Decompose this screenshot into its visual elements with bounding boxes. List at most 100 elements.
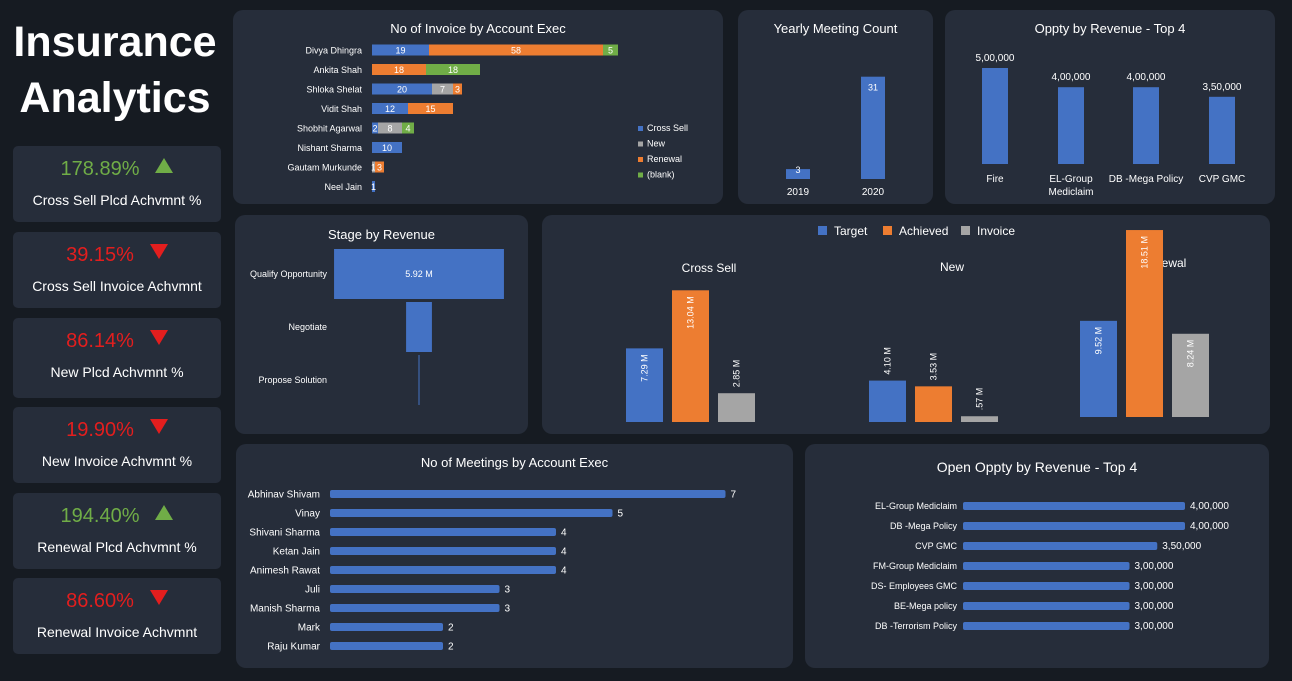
legend-achieved: Achieved (883, 224, 948, 238)
data-label-gautam-murkunde-new: 1 (371, 163, 376, 173)
bar-new-achieved (915, 386, 952, 422)
panel-target-achieved: Target Achieved Invoice Cross Sell 7.29 M… (542, 215, 1270, 434)
legend-label: Invoice (977, 224, 1016, 238)
bar-db-mega-policy (963, 522, 1185, 530)
data-label-ketan-jain: 4 (561, 547, 567, 558)
kpi-value: 178.89% (13, 158, 221, 181)
category-label-db-terrorism-policy: DB -Terrorism Policy (875, 621, 958, 631)
data-label-new-achieved: 3.53 M (929, 353, 939, 381)
data-label-vidit-shah-cross-sell: 12 (385, 104, 395, 114)
category-label-shloka-shelat: Shloka Shelat (306, 85, 362, 95)
kpi-card-cross-sell-plcd: 178.89% Cross Sell Plcd Achvmnt % (13, 146, 221, 222)
bar-cvp-gmc (963, 542, 1158, 550)
bar-shloka-shelat-new (432, 83, 453, 95)
bar-renewal-target (1080, 320, 1117, 417)
kpi-label: Renewal Plcd Achvmnt % (37, 539, 197, 555)
category-label-propose-solution: Propose Solution (258, 375, 327, 385)
data-label-new-invoice: .57 M (975, 388, 985, 411)
bar-ketan-jain (330, 547, 556, 555)
kpi-value: 194.40% (13, 505, 221, 528)
bar-shobhit-agarwal-new (378, 122, 402, 134)
chart-title: Yearly Meeting Count (773, 21, 898, 36)
data-label-renewal-invoice: 8.24 M (1186, 340, 1196, 368)
panel-invoice-by-exec: No of Invoice by Account Exec Divya Dhin… (233, 10, 723, 204)
bar-renewal-achieved (1126, 230, 1163, 417)
bar-cvp-gmc (1209, 96, 1235, 164)
data-label-db-terrorism-policy: 3,00,000 (1135, 621, 1174, 632)
dashboard-title: Insurance Analytics (10, 14, 220, 126)
bar-nishant-sharma-cross-sell (372, 142, 402, 153)
bar-vinay (330, 509, 613, 517)
data-label-2020: 31 (868, 83, 878, 93)
data-label-shloka-shelat-renewal: 3 (455, 85, 460, 95)
category-label-vinay: Vinay (295, 509, 320, 520)
oppty-top4-chart: 5,00,000 Fire 4,00,000 EL-Group Mediclaim 4,0… (976, 53, 1246, 198)
bar-raju-kumar (330, 642, 443, 650)
kpi-value: 86.60% (13, 590, 221, 613)
bar-gautam-murkunde-renewal (375, 161, 384, 173)
category-label-negotiate: Negotiate (288, 322, 327, 332)
category-label-neel-jain: Neel Jain (324, 182, 362, 192)
data-label-new-target: 4.10 M (883, 347, 893, 375)
data-label-be-mega-policy: 3,00,000 (1135, 601, 1174, 612)
category-label-shivani-sharma: Shivani Sharma (249, 528, 320, 539)
bar-ds-employees-gmc (963, 582, 1130, 590)
bar-fire (982, 68, 1008, 164)
legend-label: Target (834, 224, 868, 238)
bar-2019 (786, 169, 810, 179)
target-achieved-chart: Cross Sell 7.29 M 13.04 M 2.85 M New 4.10 M 3.… (626, 230, 1209, 422)
data-label-abhinav-shivam: 7 (731, 490, 737, 501)
category-label-qualify-opportunity: Qualify Opportunity (250, 269, 328, 279)
category-label-ds-employees-gmc: DS- Employees GMC (871, 581, 958, 591)
data-label-shobhit-agarwal-blank: 4 (405, 124, 410, 134)
category-label-juli: Juli (305, 585, 320, 596)
down-arrow-icon (149, 330, 168, 345)
bar-new-target (869, 380, 906, 422)
data-label-ankita-shah-renewal: 18 (394, 65, 404, 75)
legend-swatch (818, 226, 827, 235)
chart-title: No of Meetings by Account Exec (420, 455, 609, 470)
category-label-vidit-shah: Vidit Shah (321, 104, 362, 114)
kpi-card-new-plcd: 86.14% New Plcd Achvmnt % (13, 318, 221, 398)
bar-mark (330, 623, 443, 631)
data-label-cross-sell-target: 7.29 M (640, 354, 650, 382)
open-oppty-chart: EL-Group Mediclaim 4,00,000 DB -Mega Polic… (871, 501, 1229, 632)
chart-title: Oppty by Revenue - Top 4 (1034, 21, 1186, 36)
panel-yearly-meeting: Yearly Meeting Count 3 2019 31 2020 (738, 10, 933, 204)
tick-label-db-mega-policy: DB -Mega Policy (1109, 174, 1183, 185)
data-label-ds-employees-gmc: 3,00,000 (1135, 581, 1174, 592)
category-label-nishant-sharma: Nishant Sharma (297, 143, 362, 153)
bar-db-mega-policy (1133, 87, 1159, 164)
category-label-animesh-rawat: Animesh Rawat (250, 566, 320, 577)
bar-shloka-shelat-cross-sell (372, 83, 432, 95)
tick-label-2019: 2019 (787, 187, 810, 198)
data-label-ankita-shah-blank: 18 (448, 65, 458, 75)
bar-gautam-murkunde-new (372, 161, 375, 173)
meetings-by-exec-chart: Abhinav Shivam 7 Vinay 5 Shivani Sharma 4 Keta… (248, 490, 737, 653)
category-label-el-group-mediclaim: EL-Group Mediclaim (875, 501, 957, 511)
data-label-db-mega-policy: 4,00,000 (1190, 521, 1229, 532)
title-line-1: Insurance (13, 18, 217, 66)
data-label-db-mega-policy: 4,00,000 (1127, 72, 1166, 83)
bar-shobhit-agarwal-cross-sell (372, 122, 378, 134)
category-label-manish-sharma: Manish Sharma (250, 604, 320, 615)
category-label-divya-dhingra: Divya Dhingra (305, 46, 362, 56)
bar-ankita-shah-renewal (372, 64, 426, 75)
data-label-fm-group-mediclaim: 3,00,000 (1135, 561, 1174, 572)
bar-neel-jain-cross-sell (372, 181, 375, 192)
stage-revenue-chart: Qualify Opportunity 5.92 M Negotiate Propos… (250, 249, 504, 405)
bar-juli (330, 585, 500, 593)
category-label-abhinav-shivam: Abhinav Shivam (248, 490, 320, 501)
bar-cross-sell-achieved (672, 290, 709, 422)
data-label-el-group-mediclaim: 4,00,000 (1190, 501, 1229, 512)
legend-swatch-new (638, 141, 643, 147)
data-label-gautam-murkunde-renewal: 3 (377, 163, 382, 173)
data-label-el-group-mediclaim: 4,00,000 (1052, 72, 1091, 83)
bar-divya-dhingra-renewal (429, 44, 603, 56)
data-label-cvp-gmc: 3,50,000 (1203, 82, 1242, 93)
category-label-ketan-jain: Ketan Jain (273, 547, 320, 558)
up-arrow-icon (155, 158, 174, 173)
funnel-bar-qualify-opportunity (334, 249, 504, 299)
chart-title: Open Oppty by Revenue - Top 4 (936, 459, 1138, 475)
